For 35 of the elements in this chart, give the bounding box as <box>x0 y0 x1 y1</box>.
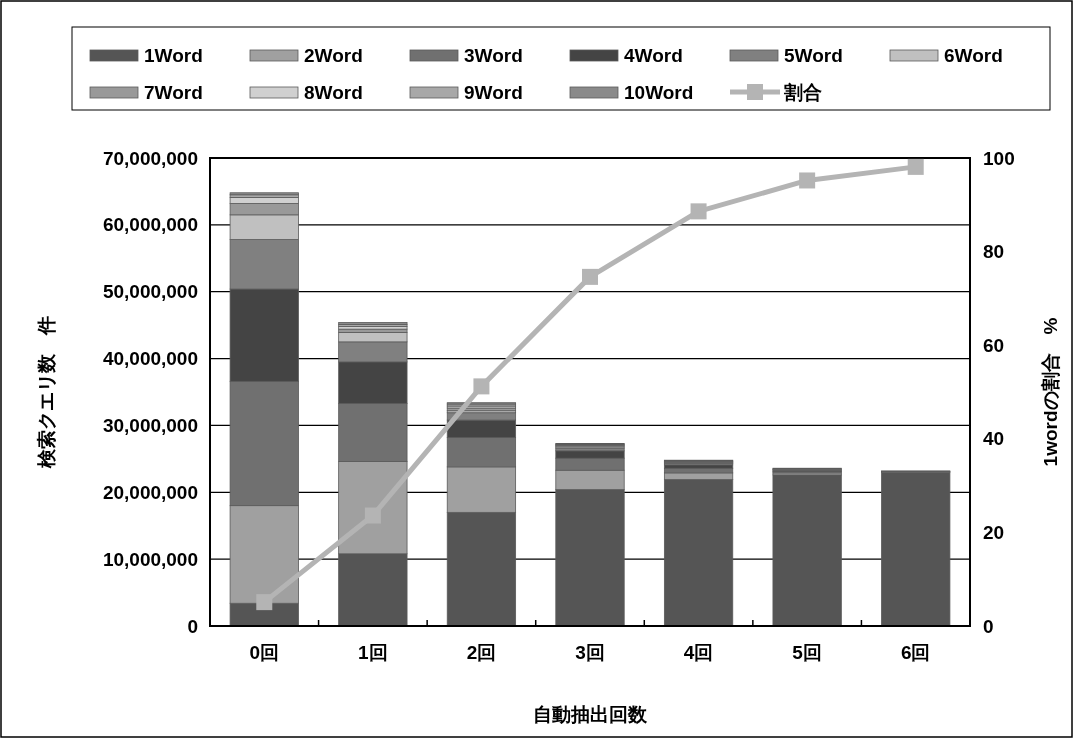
y-tick-label: 40,000,000 <box>102 348 198 370</box>
y2-tick-label: 60 <box>983 334 1005 356</box>
y-tick-label: 50,000,000 <box>102 281 198 303</box>
legend-label: 7Word <box>144 81 203 103</box>
x-tick-label: 6回 <box>900 642 931 663</box>
x-tick-label: 5回 <box>792 642 822 663</box>
y2-tick-label: 80 <box>983 241 1005 263</box>
y2-axis-title: 1wordの割合 % <box>1039 317 1061 467</box>
x-tick-label: 3回 <box>575 642 605 663</box>
y2-tick-label: 40 <box>983 428 1005 450</box>
legend-label: 1Word <box>144 44 203 66</box>
x-tick-label: 4回 <box>683 642 714 663</box>
legend-label: 割合 <box>783 81 822 103</box>
legend-label: 5Word <box>784 44 843 66</box>
y-tick-label: 10,000,000 <box>102 548 198 570</box>
legend-label: 9Word <box>464 81 523 103</box>
y-tick-label: 0 <box>187 615 198 637</box>
legend-label: 4Word <box>624 44 683 66</box>
x-tick-label: 2回 <box>466 642 497 663</box>
x-tick-label: 0回 <box>249 642 280 663</box>
y-tick-label: 20,000,000 <box>102 481 198 503</box>
legend-label: 8Word <box>304 81 363 103</box>
y2-tick-label: 20 <box>983 521 1005 543</box>
legend-label: 3Word <box>464 44 523 66</box>
y-axis-title: 検索クエリ数 件 <box>35 316 57 469</box>
legend-label: 6Word <box>944 44 1003 66</box>
legend-label: 10Word <box>624 81 694 103</box>
y-tick-label: 70,000,000 <box>102 147 198 169</box>
x-tick-label: 1回 <box>358 642 388 663</box>
legend-label: 2Word <box>304 44 363 66</box>
x-axis-title: 自動抽出回数 <box>533 704 648 725</box>
y-tick-label: 30,000,000 <box>102 414 198 436</box>
y2-tick-label: 100 <box>983 147 1015 169</box>
y2-tick-label: 0 <box>983 615 994 637</box>
y-tick-label: 60,000,000 <box>102 214 198 236</box>
